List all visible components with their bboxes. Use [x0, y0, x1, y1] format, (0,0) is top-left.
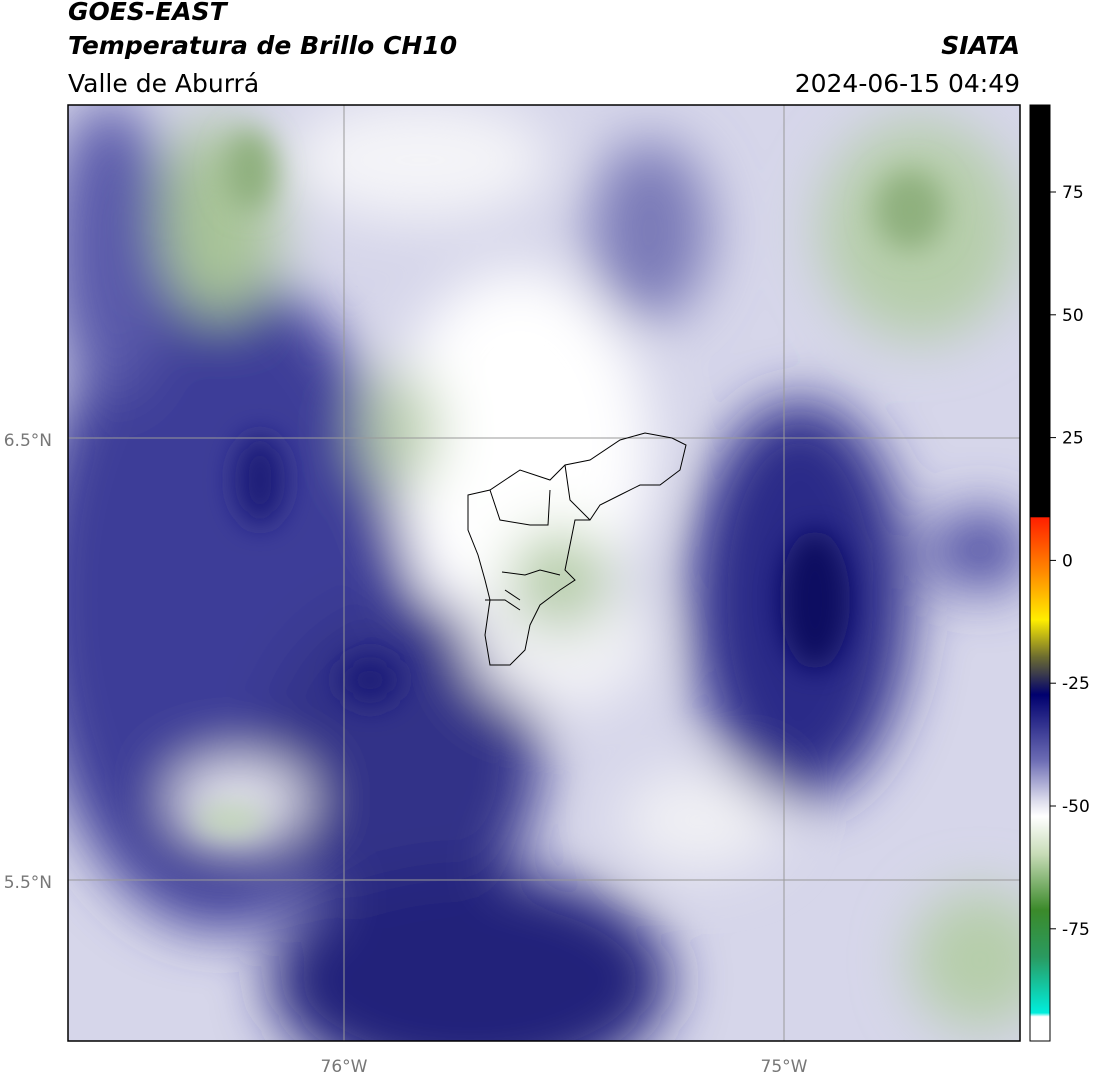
- colorbar-label: -25: [1062, 674, 1090, 694]
- lat-label: 6.5°N: [4, 431, 52, 451]
- colorbar-label: -50: [1062, 797, 1090, 817]
- satellite-image: [68, 105, 1020, 1041]
- colorbar-label: 0: [1062, 551, 1073, 571]
- colorbar: [1029, 104, 1051, 1042]
- colorbar-label: 50: [1062, 306, 1084, 326]
- region: Valle de Aburrá: [68, 69, 259, 98]
- timestamp: 2024-06-15 04:49: [795, 69, 1020, 98]
- colorbar-label: 25: [1062, 429, 1084, 449]
- title: GOES-EAST: [68, 0, 229, 26]
- graticule: [68, 105, 1020, 1041]
- map-frame: [67, 104, 1021, 1042]
- colorbar-label: -75: [1062, 920, 1090, 940]
- colorbar-label: 75: [1062, 183, 1084, 203]
- agency: SIATA: [941, 31, 1020, 60]
- valley-boundary: [467, 432, 687, 666]
- lon-label: 75°W: [761, 1057, 808, 1077]
- lon-label: 76°W: [321, 1057, 368, 1077]
- lat-label: 5.5°N: [4, 873, 52, 893]
- subtitle: Temperatura de Brillo CH10: [68, 31, 457, 60]
